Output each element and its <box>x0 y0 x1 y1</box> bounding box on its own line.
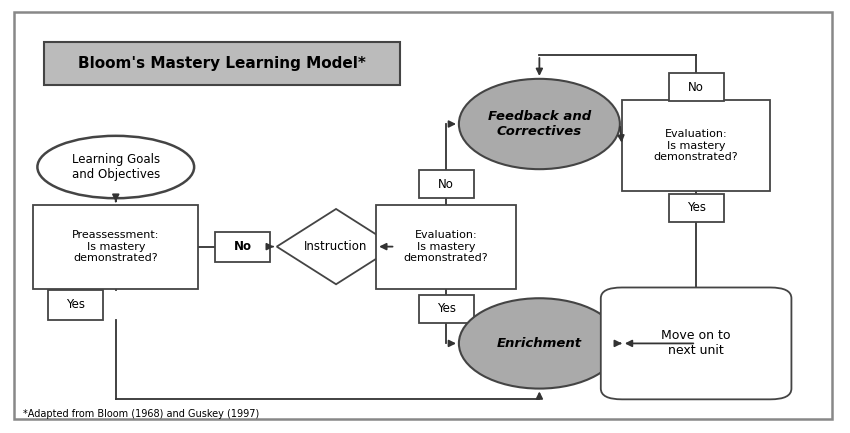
Polygon shape <box>277 209 395 284</box>
FancyBboxPatch shape <box>419 295 473 323</box>
FancyBboxPatch shape <box>419 170 473 198</box>
FancyBboxPatch shape <box>669 194 723 222</box>
Text: Learning Goals
and Objectives: Learning Goals and Objectives <box>71 153 160 181</box>
FancyBboxPatch shape <box>14 12 831 419</box>
Text: Evaluation:
Is mastery
demonstrated?: Evaluation: Is mastery demonstrated? <box>404 230 489 263</box>
FancyBboxPatch shape <box>622 100 770 191</box>
Text: Feedback and
Correctives: Feedback and Correctives <box>488 110 591 138</box>
Text: Move on to
next unit: Move on to next unit <box>661 330 731 357</box>
Text: No: No <box>234 240 252 253</box>
Ellipse shape <box>37 136 194 198</box>
Text: Bloom's Mastery Learning Model*: Bloom's Mastery Learning Model* <box>77 56 366 71</box>
FancyBboxPatch shape <box>377 205 516 288</box>
Text: No: No <box>439 178 454 191</box>
Text: Yes: Yes <box>437 303 456 316</box>
Text: Preassessment:
Is mastery
demonstrated?: Preassessment: Is mastery demonstrated? <box>72 230 160 263</box>
FancyBboxPatch shape <box>43 42 400 85</box>
FancyBboxPatch shape <box>669 74 723 101</box>
Text: Enrichment: Enrichment <box>496 337 582 350</box>
Text: *Adapted from Bloom (1968) and Guskey (1997): *Adapted from Bloom (1968) and Guskey (1… <box>23 410 258 420</box>
Ellipse shape <box>459 79 620 169</box>
FancyBboxPatch shape <box>601 288 791 399</box>
Text: No: No <box>688 81 704 94</box>
Text: Evaluation:
Is mastery
demonstrated?: Evaluation: Is mastery demonstrated? <box>654 129 739 162</box>
Text: Yes: Yes <box>687 201 706 214</box>
FancyBboxPatch shape <box>48 290 104 320</box>
Text: Instruction: Instruction <box>304 240 368 253</box>
Ellipse shape <box>459 298 620 388</box>
FancyBboxPatch shape <box>33 205 198 288</box>
Text: Yes: Yes <box>66 298 86 311</box>
FancyBboxPatch shape <box>215 232 270 262</box>
